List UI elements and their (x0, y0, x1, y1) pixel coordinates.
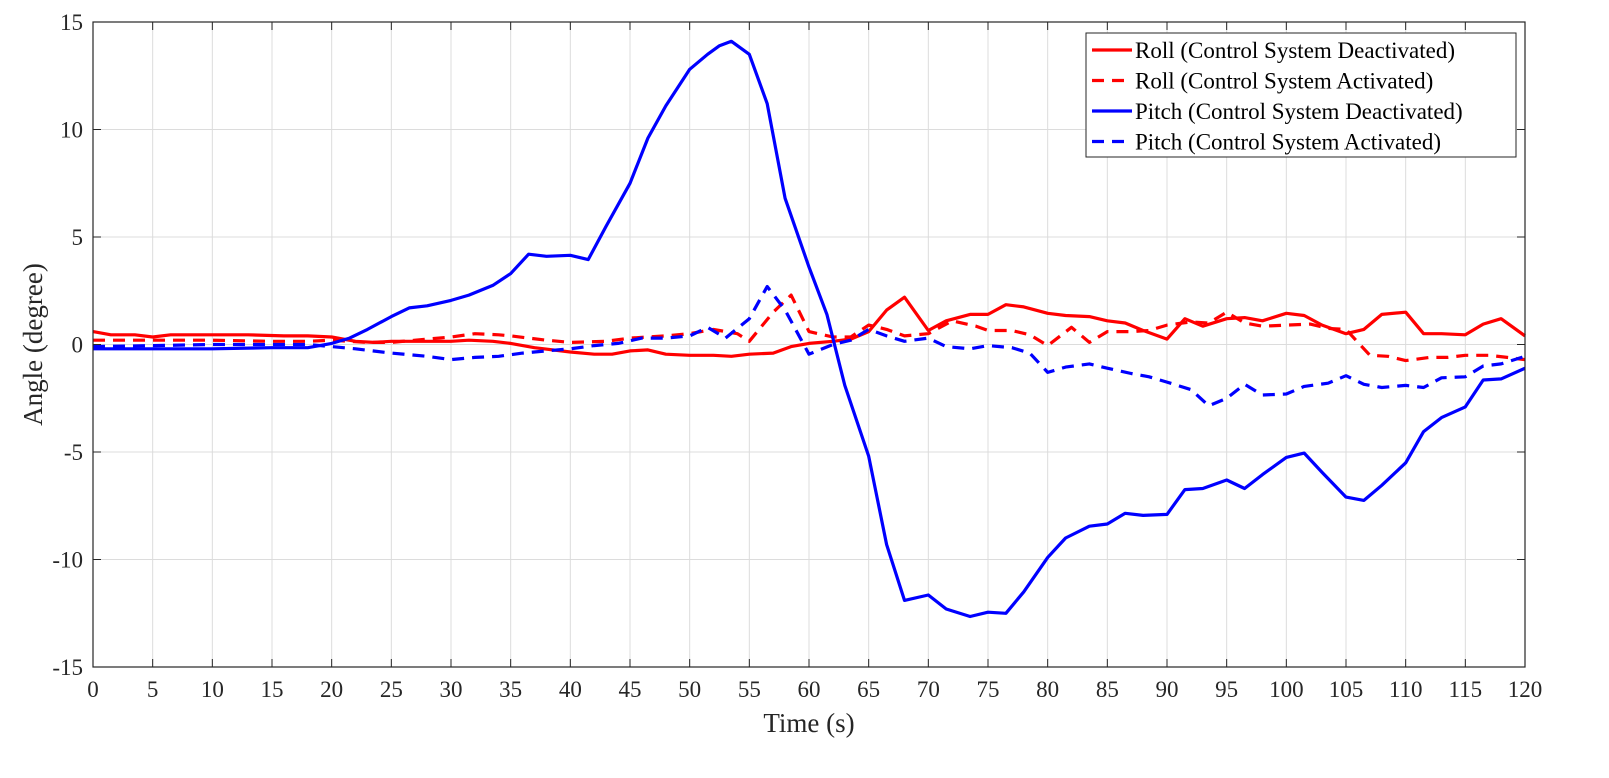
x-tick-label: 70 (917, 677, 940, 702)
series-line-2 (93, 293, 1526, 363)
x-tick-label: 50 (678, 677, 701, 702)
legend-box (1085, 32, 1517, 158)
y-axis-label: Angle (degree) (18, 263, 48, 426)
y-tick-label: -5 (64, 440, 83, 465)
x-tick-label: 45 (619, 677, 642, 702)
x-tick-label: 15 (261, 677, 284, 702)
x-tick-label: 110 (1389, 677, 1423, 702)
x-tick-label: 120 (1508, 677, 1543, 702)
y-tick-label: -15 (52, 655, 83, 680)
legend-entry-2: Roll (Control System Activated) (1135, 69, 1433, 94)
x-tick-label: 40 (559, 677, 582, 702)
series-group (92, 39, 1526, 619)
series-line-4 (92, 284, 1526, 408)
legend-entry-3: Pitch (Control System Deactivated) (1135, 99, 1463, 124)
y-tick-label: 10 (60, 118, 83, 143)
x-tick-label: 85 (1096, 677, 1119, 702)
x-tick-label: 95 (1215, 677, 1238, 702)
x-tick-label: 30 (440, 677, 463, 702)
x-tick-label: 60 (798, 677, 821, 702)
x-tick-label: 90 (1156, 677, 1179, 702)
y-tick-label: -10 (52, 548, 83, 573)
legend: Roll (Control System Deactivated) Roll (C… (1085, 32, 1517, 158)
x-tick-label: 115 (1449, 677, 1483, 702)
legend-entry-1: Roll (Control System Deactivated) (1135, 38, 1455, 63)
x-tick-label: 80 (1036, 677, 1059, 702)
x-tick-label: 5 (147, 677, 159, 702)
x-tick-label: 105 (1329, 677, 1364, 702)
x-tick-label: 75 (977, 677, 1000, 702)
x-tick-label: 55 (738, 677, 761, 702)
x-tick-label: 100 (1269, 677, 1304, 702)
x-tick-label: 25 (380, 677, 403, 702)
legend-entry-4: Pitch (Control System Activated) (1135, 130, 1441, 155)
x-tick-label: 20 (320, 677, 343, 702)
y-tick-label: 15 (60, 10, 83, 35)
y-tick-label: 0 (72, 333, 84, 358)
series-line-3 (93, 39, 1526, 619)
x-tick-label: 10 (201, 677, 224, 702)
x-axis-label: Time (s) (763, 708, 854, 738)
x-tick-label: 0 (87, 677, 99, 702)
y-tick-label: 5 (72, 225, 84, 250)
x-tick-label: 65 (857, 677, 880, 702)
tick-labels: 0 5 10 15 20 25 30 35 40 45 50 55 60 65 70 75 80 85 90 95 10… (52, 10, 1542, 702)
x-tick-label: 35 (499, 677, 522, 702)
